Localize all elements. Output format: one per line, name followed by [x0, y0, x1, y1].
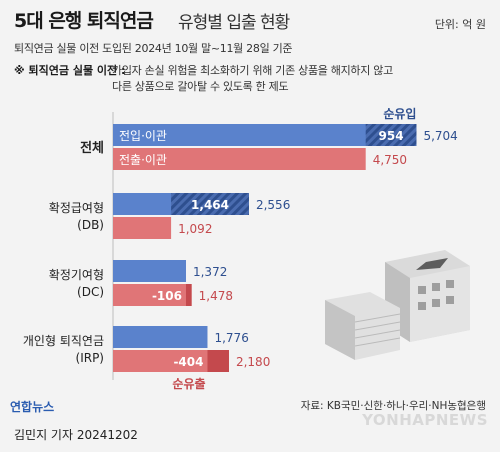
bar-outflow — [113, 148, 366, 170]
note-line-2: 다른 상품으로 갈아탈 수 있도록 한 제도 — [112, 80, 289, 93]
category-label: 확정급여형 — [49, 201, 104, 215]
reporter-credit: 김민지 기자 20241202 — [14, 428, 138, 442]
net-inflow-segment — [365, 124, 417, 146]
watermark: YONHAPNEWS — [362, 411, 488, 429]
value-label-outflow: 4,750 — [373, 153, 407, 167]
bar-outflow — [113, 284, 192, 306]
net-outflow-segment — [207, 350, 229, 372]
net-value-label: -404 — [173, 355, 203, 369]
bar-outflow — [113, 350, 229, 372]
unit-label: 단위: 억 원 — [434, 18, 486, 31]
bank-building-illustration — [325, 250, 470, 360]
bar-outflow — [113, 217, 172, 239]
category-label: 전체 — [80, 140, 104, 156]
category-label: 개인형 퇴직연금 — [23, 334, 104, 348]
yonhap-logo: 연합뉴스 — [10, 400, 55, 414]
net-inflow-label: 순유입 — [383, 107, 416, 121]
net-outflow-segment — [185, 284, 192, 306]
series-label-inflow: 전입·이관 — [119, 129, 167, 143]
category-label: (DC) — [77, 285, 104, 299]
value-label-inflow: 1,372 — [193, 265, 227, 279]
net-inflow-segment — [171, 193, 249, 215]
value-label-outflow: 2,180 — [236, 355, 270, 369]
note-label: ※ 퇴직연금 실물 이전 : — [14, 64, 126, 77]
value-label-inflow: 1,776 — [214, 331, 248, 345]
subtitle: 퇴직연금 실물 이전 도입된 2024년 10월 말~11월 28일 기준 — [14, 42, 293, 55]
category-label: (DB) — [77, 218, 104, 232]
value-label-inflow: 5,704 — [423, 129, 457, 143]
title-sub: 유형별 입출 현황 — [178, 13, 290, 33]
net-value-label: 954 — [379, 129, 404, 143]
series-label-outflow: 전출·이관 — [119, 153, 167, 167]
net-outflow-label: 순유출 — [172, 376, 205, 391]
value-label-outflow: 1,478 — [199, 289, 233, 303]
source-note: 자료: KB국민·신한·하나·우리·NH농협은행 — [300, 400, 486, 412]
bar-inflow — [113, 326, 208, 348]
note-line-1: 가입자 손실 위험을 최소화하기 위해 기존 상품을 해지하지 않고 — [112, 64, 393, 77]
bar-inflow — [113, 260, 186, 282]
bar-inflow — [113, 124, 417, 146]
value-label-inflow: 2,556 — [256, 198, 290, 212]
title: 5대 은행 퇴직연금 — [14, 10, 154, 32]
category-label: 확정기여형 — [49, 268, 104, 282]
value-label-outflow: 1,092 — [178, 222, 212, 236]
category-label: (IRP) — [76, 351, 104, 365]
net-value-label: -106 — [152, 289, 182, 303]
net-value-label: 1,464 — [191, 198, 229, 212]
